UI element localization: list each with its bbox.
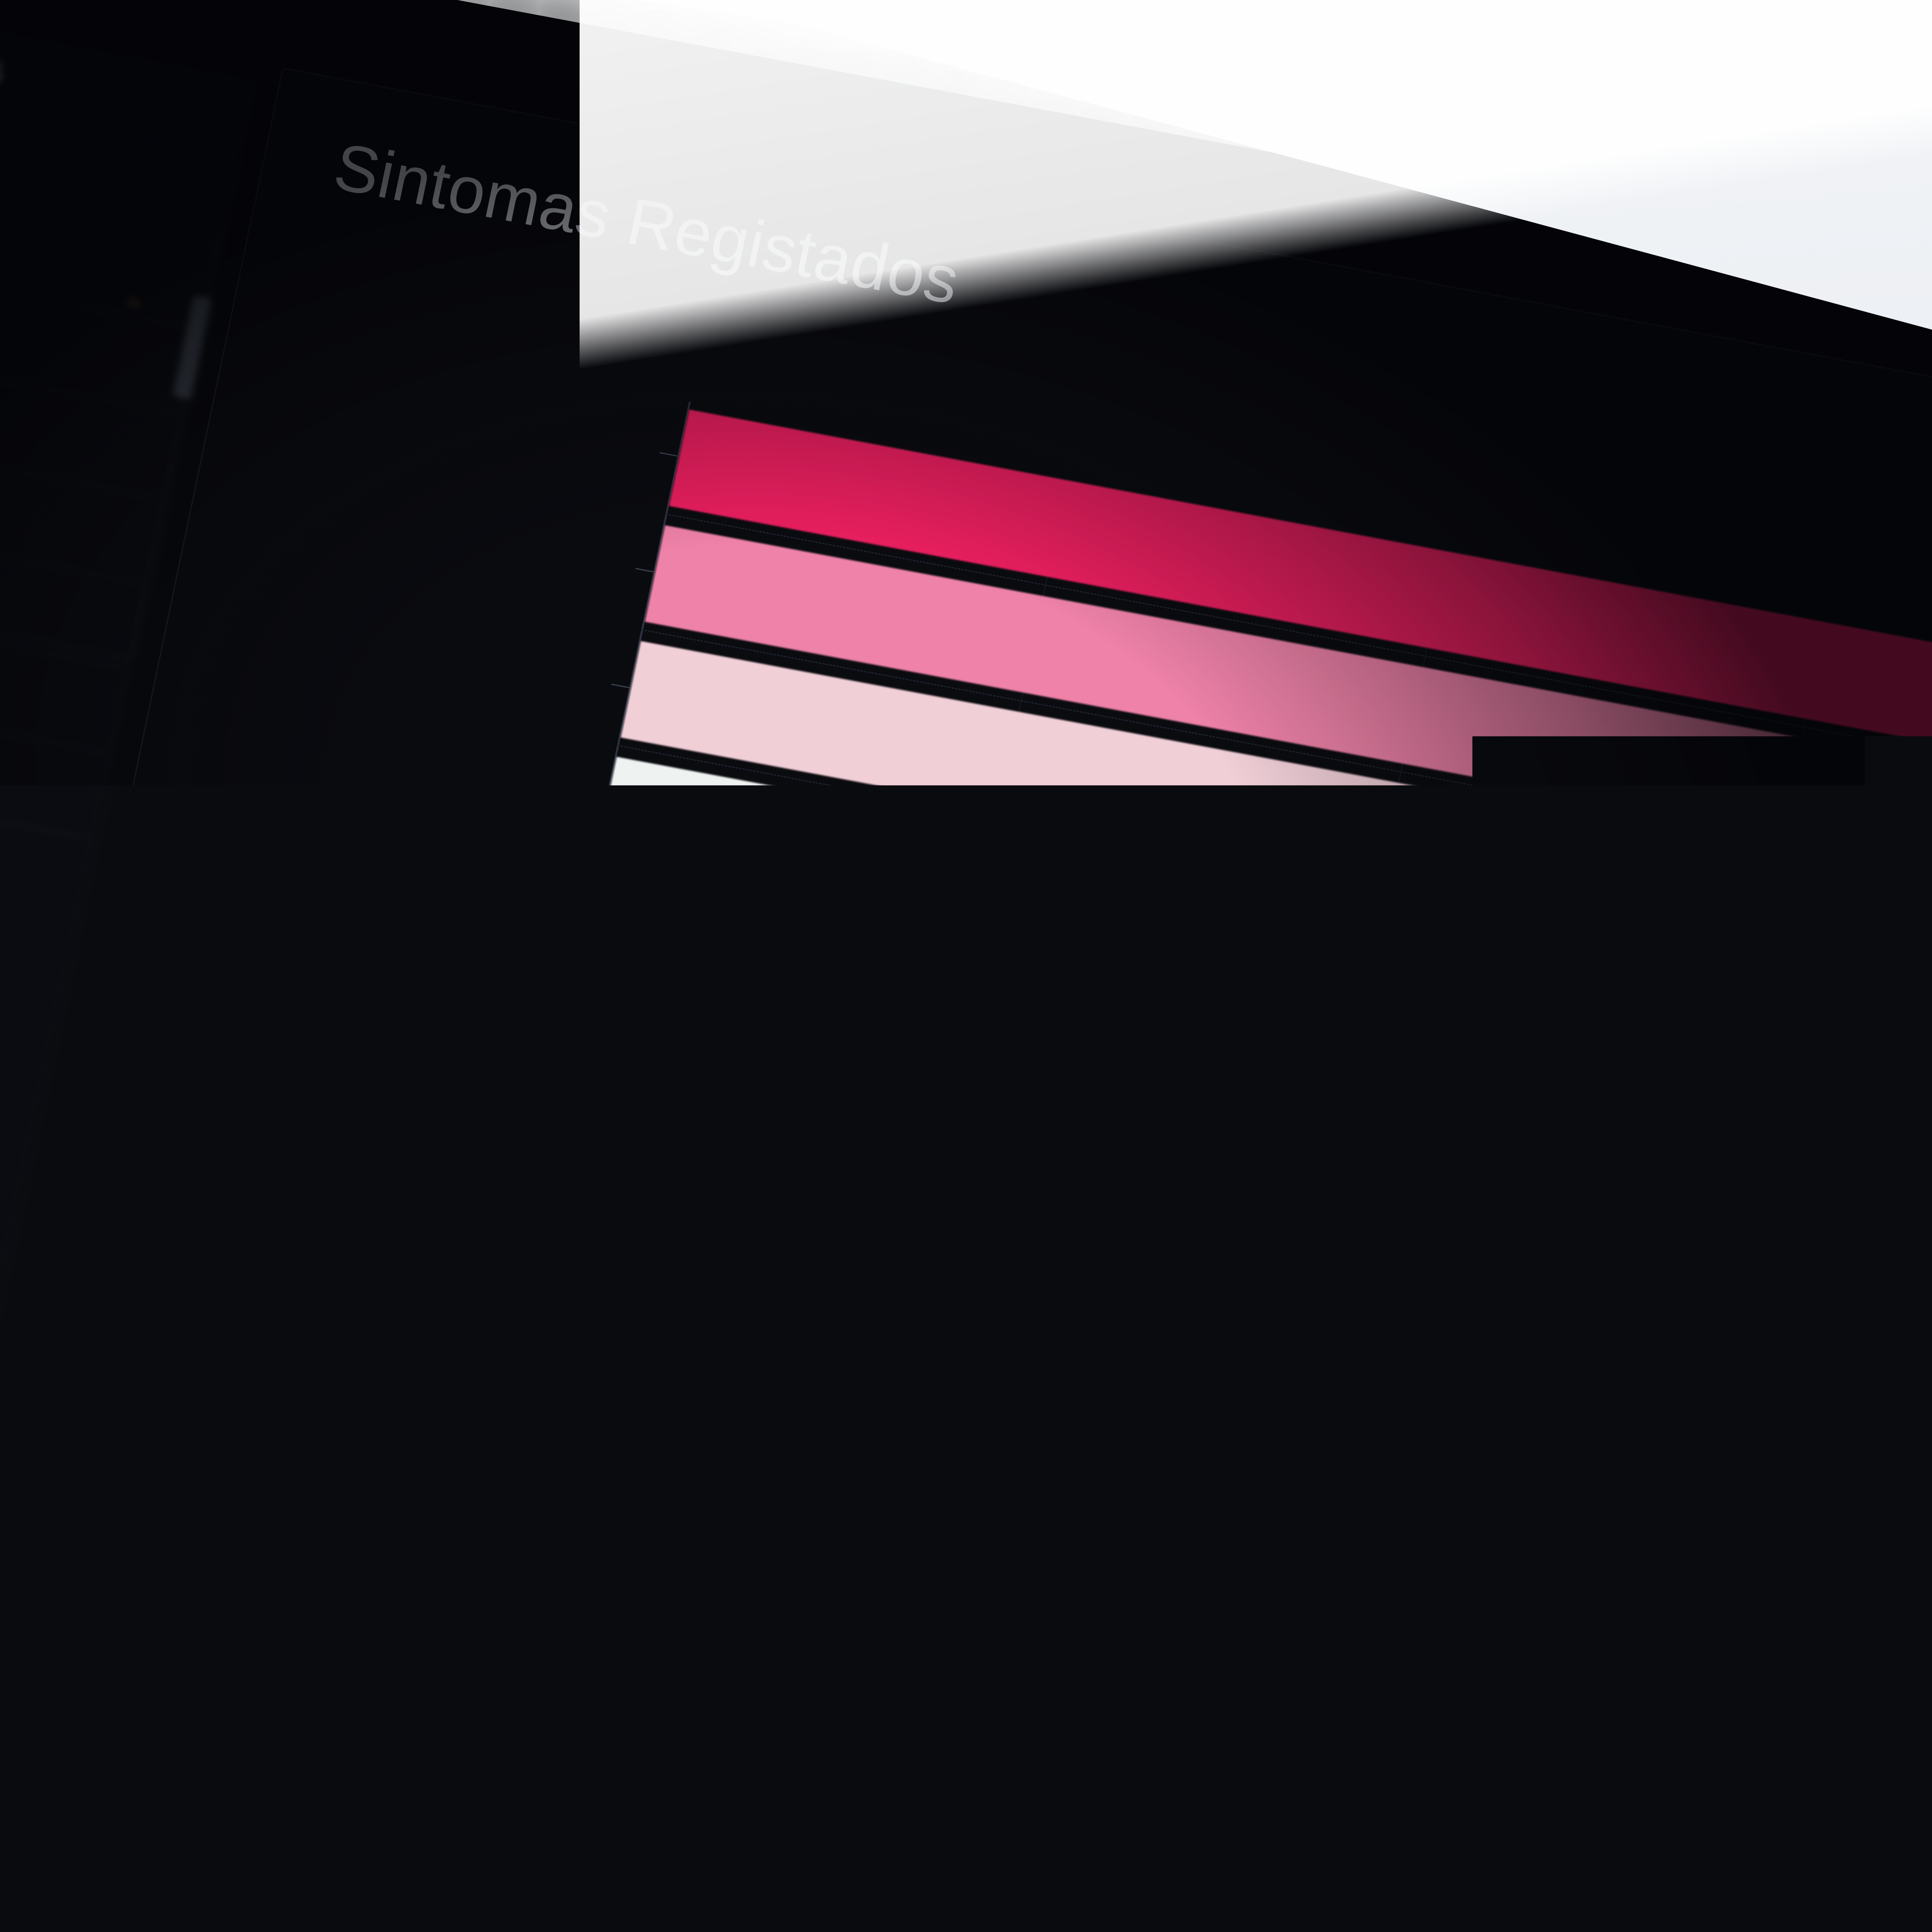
axis-tick xyxy=(514,1147,532,1151)
axis-tick xyxy=(563,915,581,920)
axis-tick xyxy=(539,1031,557,1036)
axis-tick xyxy=(660,452,678,457)
axis-tick xyxy=(611,684,629,688)
bar-value-fraqueza: 3,210 xyxy=(1579,1084,1683,1144)
page-title: Sintomas Registados xyxy=(328,128,966,319)
monitor-screen: nados e Gaia ção Sintomas Registados Feb… xyxy=(0,0,1932,1932)
bar-chart-plot: 4,280 4,694 4,326 3,908 3,210 2,372 xyxy=(518,409,1932,1502)
sidebar-divider xyxy=(0,775,89,838)
active-tab-indicator xyxy=(447,1355,690,1410)
chart-card: Sintomas Registados Febre Tosse Dores Mu… xyxy=(0,68,1932,1897)
tab-grupo-etario-box[interactable] xyxy=(1368,1512,1932,1745)
dashboard-screen: nados e Gaia ção Sintomas Registados Feb… xyxy=(0,0,1932,1932)
sidebar-title: nados xyxy=(0,35,8,90)
tab-sintomas[interactable]: Sintomas xyxy=(468,1304,612,1367)
sidebar-divider xyxy=(0,690,107,753)
axis-tick xyxy=(635,568,653,573)
bar-value-dificuldade: 2,372 xyxy=(1302,1152,1406,1213)
bar-value-cefaleias: 3,908 xyxy=(1814,1007,1918,1068)
axis-tick xyxy=(587,799,605,804)
